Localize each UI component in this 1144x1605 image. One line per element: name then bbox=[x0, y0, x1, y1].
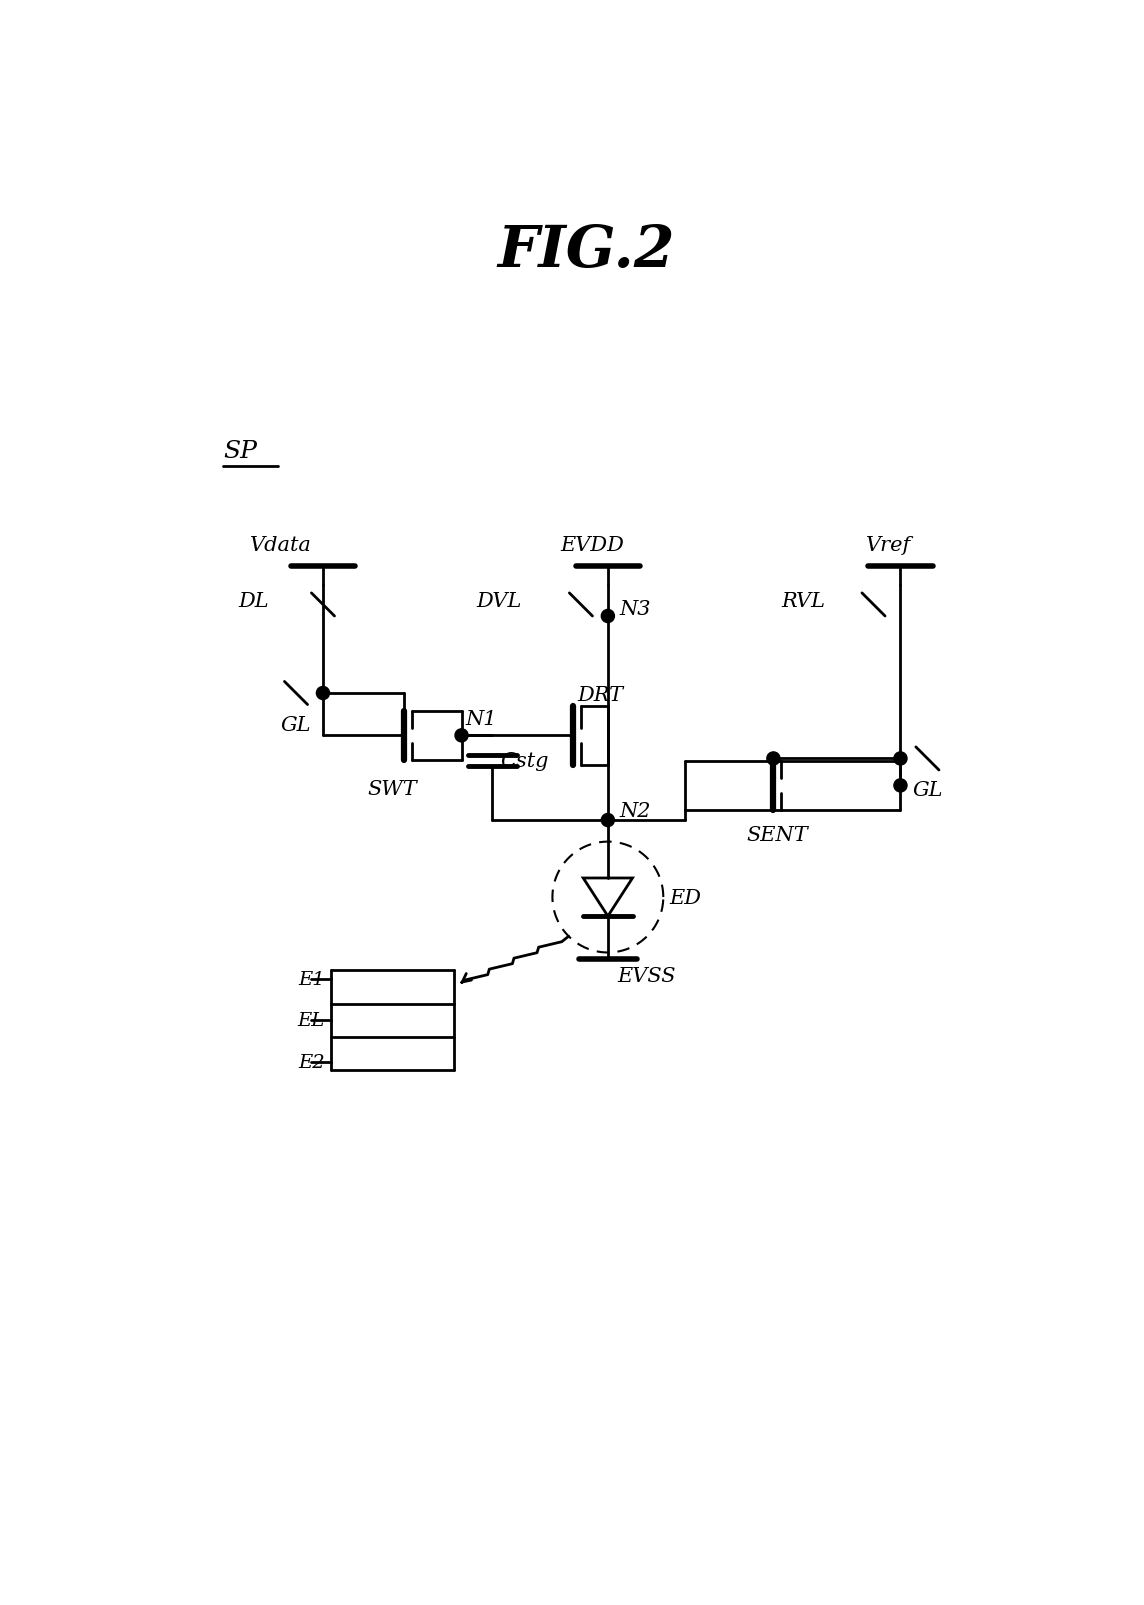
Circle shape bbox=[893, 753, 907, 766]
Text: SP: SP bbox=[223, 440, 257, 462]
Text: N3: N3 bbox=[619, 599, 651, 618]
Text: EVSS: EVSS bbox=[617, 966, 676, 985]
Text: SENT: SENT bbox=[746, 827, 808, 844]
Circle shape bbox=[602, 610, 614, 623]
Text: Cstg: Cstg bbox=[500, 751, 549, 770]
Circle shape bbox=[455, 729, 468, 743]
Text: GL: GL bbox=[912, 780, 943, 799]
Text: FIG.2: FIG.2 bbox=[498, 223, 675, 279]
Circle shape bbox=[893, 780, 907, 793]
Circle shape bbox=[602, 814, 614, 827]
Text: E2: E2 bbox=[297, 1053, 325, 1071]
Polygon shape bbox=[583, 878, 633, 916]
Text: RVL: RVL bbox=[781, 592, 825, 612]
Text: E1: E1 bbox=[297, 969, 325, 989]
Text: N1: N1 bbox=[466, 709, 496, 729]
Text: N2: N2 bbox=[619, 802, 651, 820]
Text: DVL: DVL bbox=[476, 592, 522, 612]
Circle shape bbox=[766, 753, 780, 766]
Circle shape bbox=[317, 687, 329, 700]
Text: DL: DL bbox=[238, 592, 269, 612]
Text: EVDD: EVDD bbox=[561, 536, 623, 555]
Text: EL: EL bbox=[297, 1011, 325, 1029]
Text: SWT: SWT bbox=[367, 780, 418, 799]
Text: DRT: DRT bbox=[577, 685, 623, 705]
Text: GL: GL bbox=[280, 716, 311, 733]
Text: Vdata: Vdata bbox=[249, 536, 311, 555]
Text: Vref: Vref bbox=[866, 536, 911, 555]
Text: ED: ED bbox=[669, 888, 701, 907]
